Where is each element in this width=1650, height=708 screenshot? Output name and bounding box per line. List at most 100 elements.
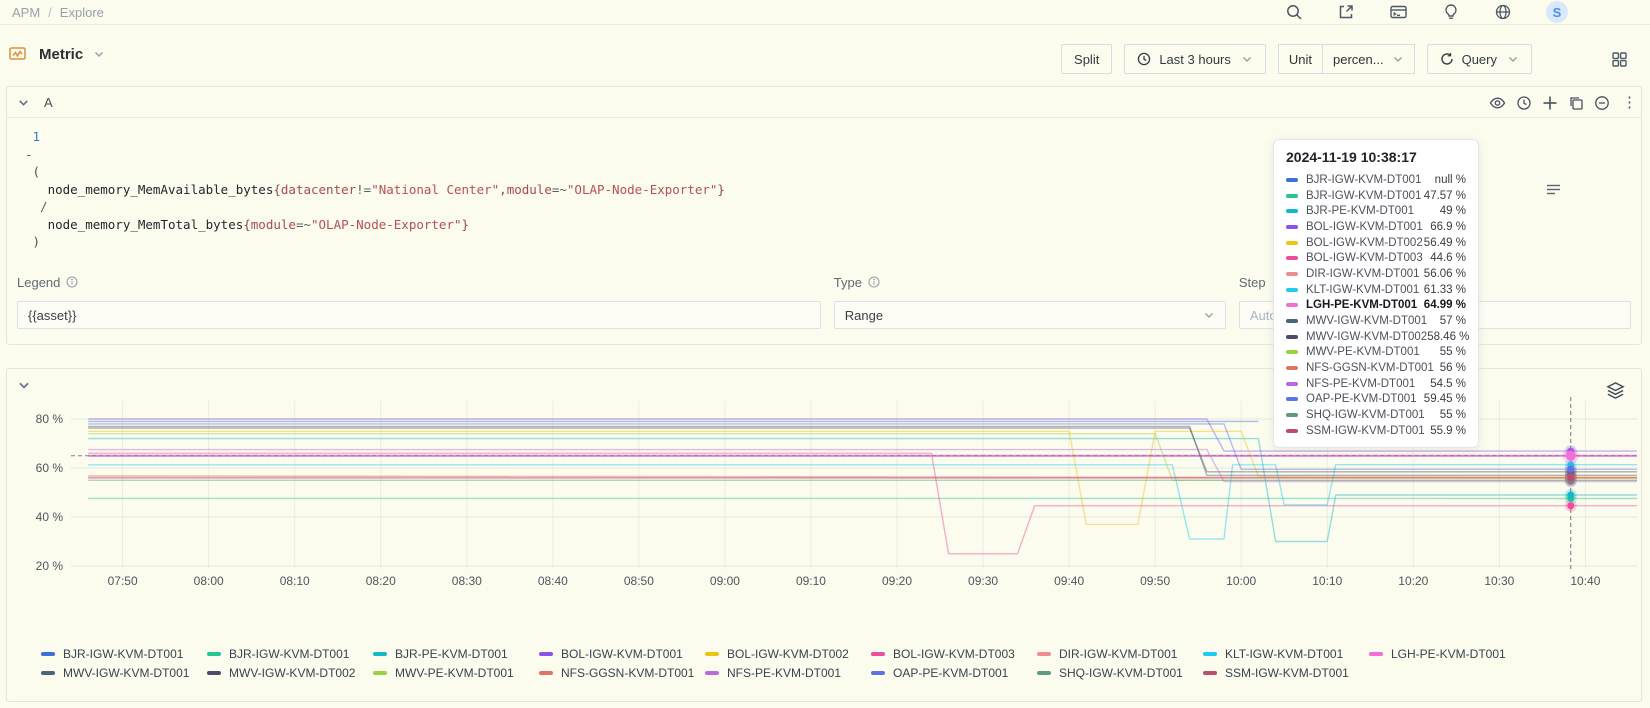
svg-text:09:30: 09:30 (968, 574, 998, 588)
series-color-dash (1037, 651, 1051, 656)
legend-item[interactable]: OAP-PE-KVM-DT001 (871, 666, 1037, 680)
globe-icon[interactable] (1494, 3, 1512, 21)
series-color-dash (705, 670, 719, 675)
series-name: BOL-IGW-KVM-DT003 (1306, 252, 1423, 265)
query-button[interactable]: Query (1426, 44, 1532, 74)
legend-item[interactable]: MWV-PE-KVM-DT001 (373, 666, 539, 680)
query-chevron-icon[interactable] (1507, 53, 1519, 65)
avatar[interactable]: S (1546, 1, 1568, 23)
legend-format-input[interactable]: {{asset}} (17, 301, 821, 329)
query-type-select[interactable]: Range (833, 301, 1226, 329)
type-info-icon[interactable] (868, 276, 880, 288)
legend-item[interactable]: NFS-GGSN-KVM-DT001 (539, 666, 705, 680)
collapse-chevron-icon[interactable] (17, 96, 30, 109)
promql-editor[interactable]: 1 - ( node_memory_MemAvailable_bytes{data… (7, 118, 1641, 251)
series-color-dash (1286, 177, 1298, 182)
tooltip-series-row: DIR-IGW-KVM-DT001 56.06 % (1286, 266, 1466, 282)
search-icon[interactable] (1285, 3, 1303, 21)
legend-item[interactable]: MWV-IGW-KVM-DT001 (41, 666, 207, 680)
timeseries-chart[interactable]: 07:50 08:00 08:10 08:20 08:30 08:40 08:50 09:00… (7, 391, 1643, 603)
series-color-dash (871, 651, 885, 656)
series-name: SSM-IGW-KVM-DT001 (1225, 665, 1349, 680)
legend-item[interactable]: SSM-IGW-KVM-DT001 (1203, 666, 1369, 680)
series-name: MWV-IGW-KVM-DT002 (229, 665, 356, 680)
legend-item[interactable]: LGH-PE-KVM-DT001 (1369, 647, 1535, 661)
add-query-plus-icon[interactable] (1542, 95, 1558, 111)
series-color-dash (1286, 413, 1298, 418)
breadcrumb-apm[interactable]: APM (12, 4, 41, 20)
panels-grid-icon[interactable] (1611, 51, 1628, 68)
legend-item[interactable]: DIR-IGW-KVM-DT001 (1037, 647, 1203, 661)
series-name: BOL-IGW-KVM-DT001 (1306, 220, 1423, 233)
legend-item[interactable]: SHQ-IGW-KVM-DT001 (1037, 666, 1203, 680)
legend-item[interactable]: BJR-IGW-KVM-DT001 (207, 647, 373, 661)
legend-item[interactable]: KLT-IGW-KVM-DT001 (1203, 647, 1369, 661)
series-name: BJR-IGW-KVM-DT001 (229, 646, 350, 661)
legend-item[interactable]: MWV-IGW-KVM-DT002 (207, 666, 373, 680)
lightbulb-icon[interactable] (1442, 3, 1460, 21)
code-line: ( (25, 164, 41, 179)
tooltip-series-row: BJR-PE-KVM-DT001 49 % (1286, 203, 1466, 219)
series-value: 44.6 % (1430, 252, 1466, 265)
metric-chevron-icon[interactable] (93, 48, 105, 60)
visibility-eye-icon[interactable] (1489, 95, 1506, 111)
legend-item[interactable]: BJR-PE-KVM-DT001 (373, 647, 539, 661)
legend-info-icon[interactable] (66, 276, 78, 288)
step-field-label: Step (1238, 274, 1266, 290)
remove-query-minus-icon[interactable] (1594, 95, 1610, 111)
more-options-kebab-icon[interactable]: ⋮ (1622, 94, 1637, 111)
top-bar-actions: S (1285, 1, 1568, 23)
layers-icon[interactable] (1606, 381, 1625, 400)
chart-panel: 07:50 08:00 08:10 08:20 08:30 08:40 08:50 09:00… (6, 368, 1642, 702)
svg-text:08:00: 08:00 (194, 574, 224, 588)
svg-text:10:10: 10:10 (1312, 574, 1342, 588)
console-icon[interactable] (1389, 3, 1408, 21)
legend-item[interactable]: BJR-IGW-KVM-DT001 (41, 647, 207, 661)
history-clock-icon[interactable] (1516, 95, 1532, 111)
tooltip-series-row: BJR-IGW-KVM-DT001 47.57 % (1286, 188, 1466, 204)
tooltip-series-row: MWV-PE-KVM-DT001 55 % (1286, 345, 1466, 361)
editor-menu-icon[interactable] (1546, 183, 1561, 196)
series-value: 55.9 % (1430, 424, 1466, 437)
svg-text:07:50: 07:50 (108, 574, 138, 588)
series-color-dash (1286, 350, 1298, 355)
legend-item[interactable]: NFS-PE-KVM-DT001 (705, 666, 871, 680)
svg-text:60 %: 60 % (36, 461, 64, 475)
series-color-dash (41, 670, 55, 675)
series-name: NFS-GGSN-KVM-DT001 (561, 665, 695, 680)
series-name: LGH-PE-KVM-DT001 (1391, 646, 1506, 661)
time-range-picker[interactable]: Last 3 hours (1124, 44, 1266, 74)
tooltip-series-row: LGH-PE-KVM-DT001 64.99 % (1286, 298, 1466, 314)
series-value: 54.5 % (1430, 377, 1466, 390)
series-name: BOL-IGW-KVM-DT002 (727, 646, 849, 661)
external-link-icon[interactable] (1337, 3, 1355, 21)
series-value: 58.46 % (1427, 330, 1470, 343)
type-field-label: Type (833, 274, 862, 290)
series-color-dash (539, 670, 553, 675)
series-color-dash (1286, 193, 1298, 198)
series-color-dash (1286, 319, 1298, 324)
legend-item[interactable]: BOL-IGW-KVM-DT002 (705, 647, 871, 661)
unit-select[interactable]: percen... (1323, 44, 1415, 74)
chart-collapse-chevron-icon[interactable] (17, 378, 31, 392)
series-name: BJR-PE-KVM-DT001 (1306, 205, 1414, 218)
code-line: node_memory_MemTotal_bytes{module=~"OLAP… (47, 216, 470, 232)
duplicate-copy-icon[interactable] (1568, 95, 1584, 111)
svg-text:10:20: 10:20 (1398, 574, 1428, 588)
tooltip-series-row: NFS-PE-KVM-DT001 54.5 % (1286, 376, 1466, 392)
series-name: DIR-IGW-KVM-DT001 (1059, 646, 1178, 661)
breadcrumb-explore[interactable]: Explore (59, 4, 104, 20)
code-line: / (25, 199, 48, 214)
series-name: MWV-PE-KVM-DT001 (395, 665, 514, 680)
legend-item[interactable]: BOL-IGW-KVM-DT003 (871, 647, 1037, 661)
series-name: KLT-IGW-KVM-DT001 (1306, 283, 1420, 296)
legend-item[interactable]: BOL-IGW-KVM-DT001 (539, 647, 705, 661)
series-name: NFS-GGSN-KVM-DT001 (1306, 362, 1434, 375)
svg-text:09:00: 09:00 (710, 574, 740, 588)
tooltip-series-row: BOL-IGW-KVM-DT001 66.9 % (1286, 219, 1466, 235)
top-bar: APM / Explore S (0, 0, 1650, 25)
series-color-dash (373, 651, 387, 656)
svg-text:09:20: 09:20 (882, 574, 912, 588)
split-button[interactable]: Split (1061, 44, 1113, 74)
series-color-dash (1286, 209, 1298, 214)
